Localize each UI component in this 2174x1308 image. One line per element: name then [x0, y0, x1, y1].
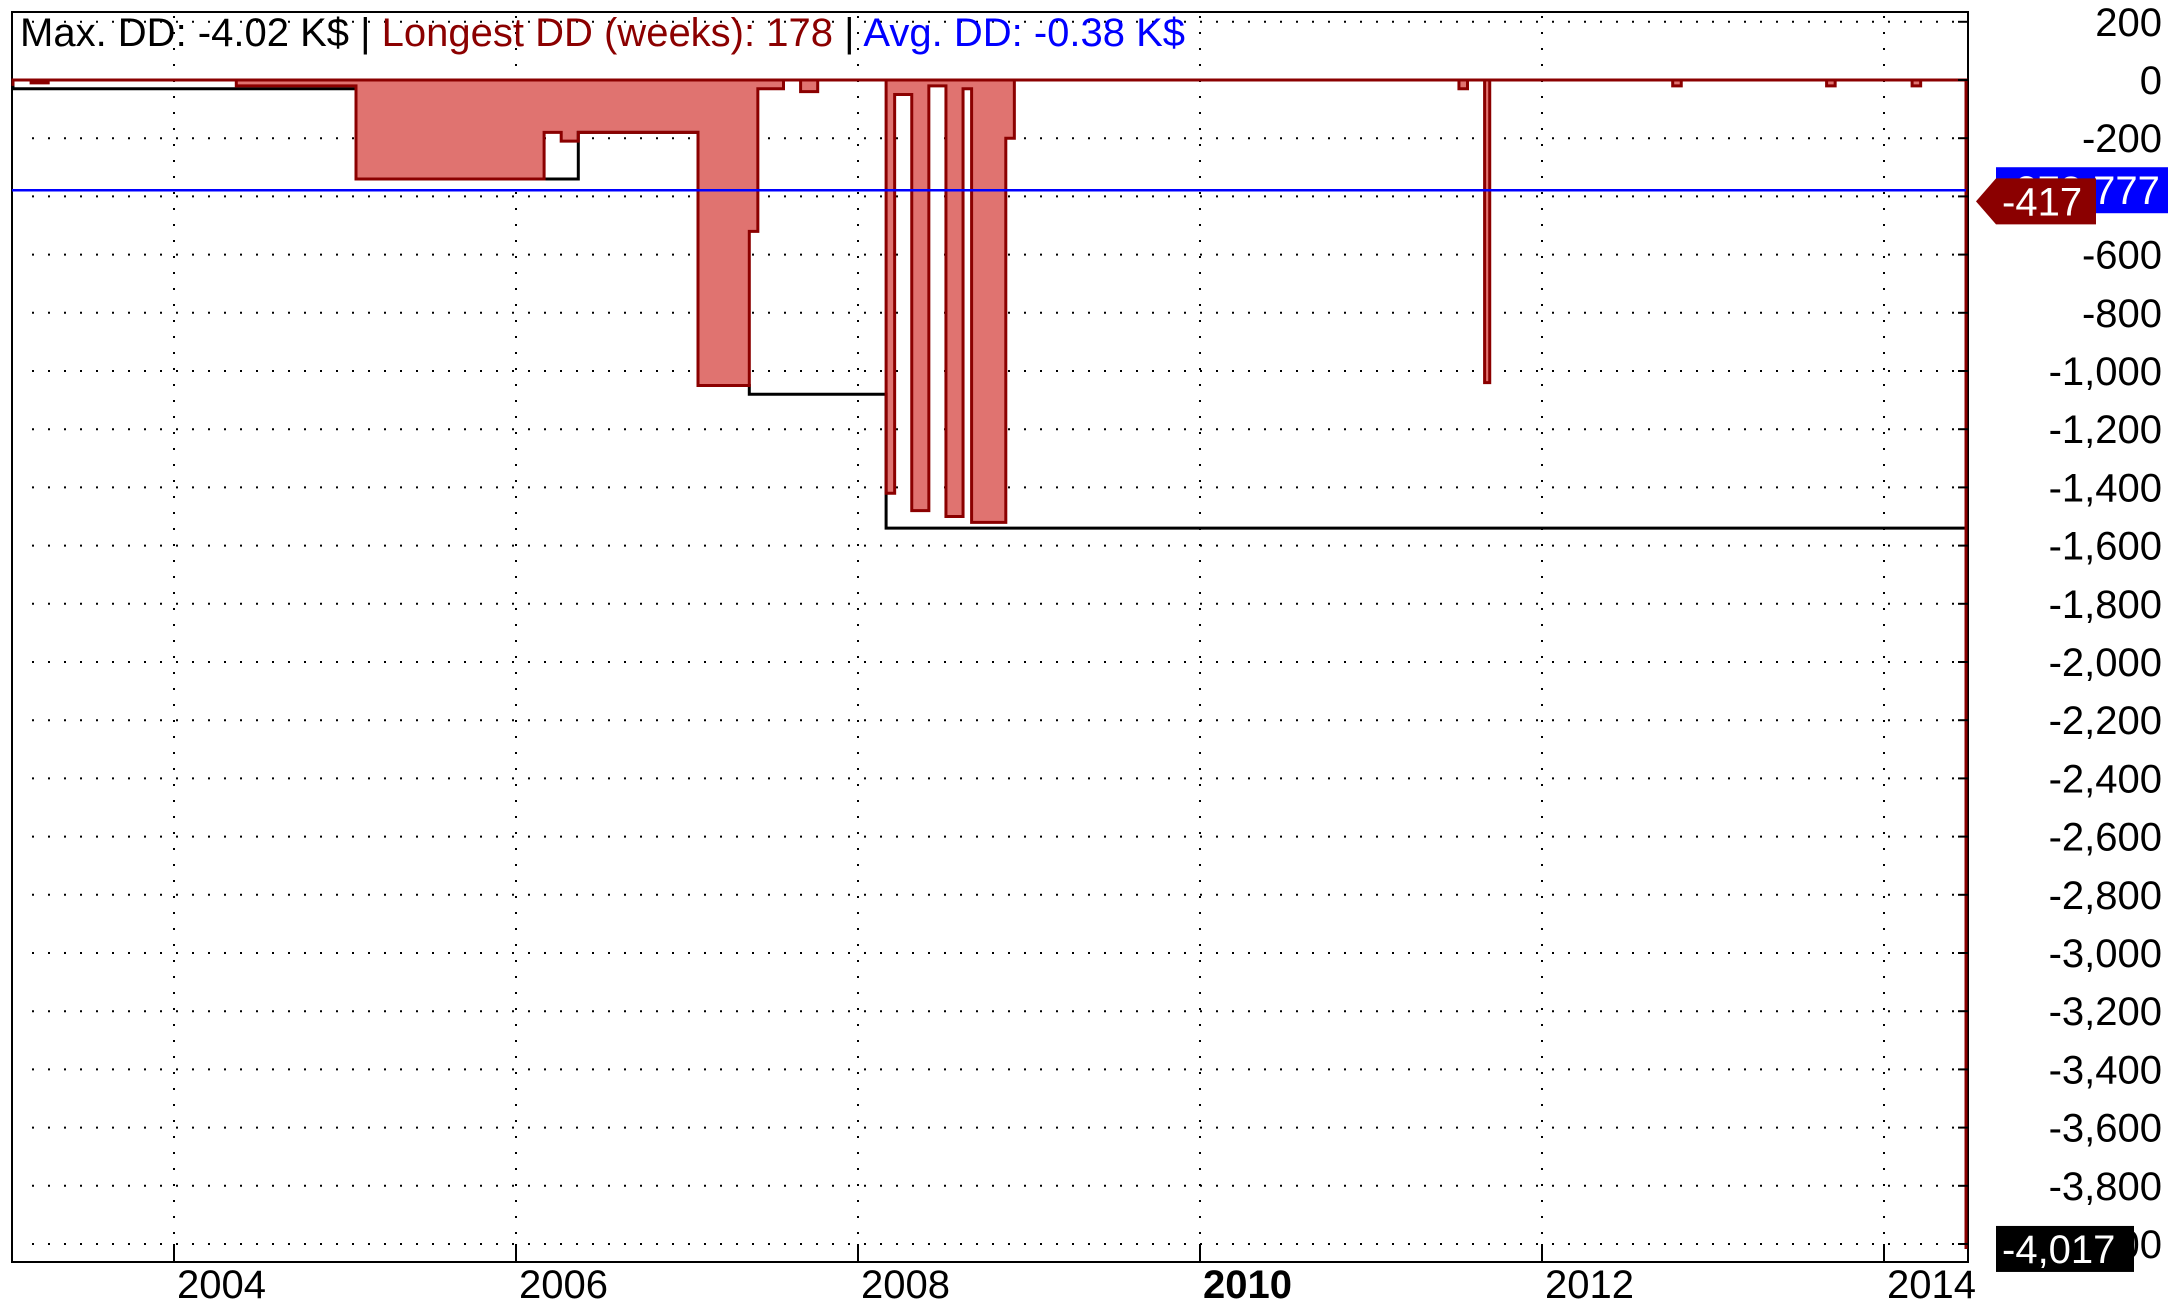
- drawdown-lines: [11, 78, 1968, 1249]
- y-tick-label: 0: [2140, 59, 2162, 103]
- y-tick-label: -1,400: [2049, 466, 2162, 510]
- marker-box: [1976, 178, 2096, 225]
- y-tick-label: -3,800: [2049, 1165, 2162, 1209]
- x-tick-label: 2012: [1545, 1263, 1634, 1307]
- y-tick-label: -2,600: [2049, 816, 2162, 860]
- x-tick-label: 2010: [1203, 1263, 1292, 1307]
- header-max-dd: Max. DD: -4.02 K$: [20, 11, 349, 55]
- y-tick-label: 200: [2095, 1, 2162, 45]
- y-tick-label: -1,000: [2049, 350, 2162, 394]
- x-tick-label: 2008: [861, 1263, 950, 1307]
- y-tick-label: -3,600: [2049, 1107, 2162, 1151]
- y-tick-label: -2,400: [2049, 757, 2162, 801]
- x-tick-label: 2006: [519, 1263, 608, 1307]
- y-tick-label: -2,200: [2049, 699, 2162, 743]
- header-longest-dd: Longest DD (weeks): 178: [382, 11, 833, 55]
- marker-box: [1996, 1225, 2134, 1272]
- y-tick-label: -1,600: [2049, 525, 2162, 569]
- y-tick-label: -3,000: [2049, 932, 2162, 976]
- drawdown-fill: [13, 80, 1966, 1157]
- header-avg-dd: Avg. DD: -0.38 K$: [863, 11, 1185, 55]
- y-tick-label: -200: [2082, 117, 2162, 161]
- marker-label: -417: [2002, 180, 2082, 224]
- y-tick-label: -2,800: [2049, 874, 2162, 918]
- header-separator-2: |: [833, 11, 863, 55]
- marker-label: -4,017: [2002, 1228, 2115, 1272]
- y-tick-label: -3,400: [2049, 1048, 2162, 1092]
- y-tick-label: -1,200: [2049, 408, 2162, 452]
- y-tick-label: -3,200: [2049, 990, 2162, 1034]
- drawdown-area: [13, 80, 1966, 1157]
- header-separator-1: |: [349, 11, 382, 55]
- y-tick-label: -2,000: [2049, 641, 2162, 685]
- value-markers: -378.777-417-4,017: [1976, 167, 2168, 1272]
- y-tick-label: -800: [2082, 292, 2162, 336]
- x-tick-label: 2004: [177, 1263, 266, 1307]
- drawdown-outline: [11, 78, 1968, 1157]
- chart-header: Max. DD: -4.02 K$ | Longest DD (weeks): …: [20, 11, 1185, 55]
- x-tick-label: 2014: [1887, 1263, 1976, 1307]
- y-tick-label: -1,800: [2049, 583, 2162, 627]
- y-tick-label: -600: [2082, 234, 2162, 278]
- x-axis-ticks: 2004200620082010201220142016201820202022…: [173, 1244, 1976, 1307]
